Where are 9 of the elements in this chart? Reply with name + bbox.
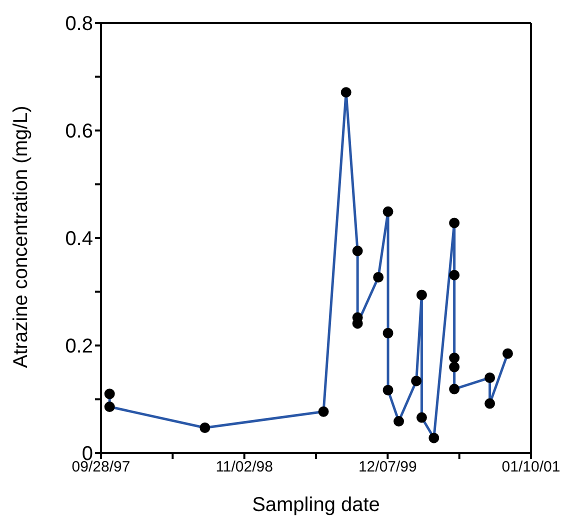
y-tick-label: 0.4 (65, 228, 93, 250)
x-tick-label: 12/07/99 (358, 458, 417, 476)
x-tick-label: 01/10/01 (502, 458, 560, 476)
y-tick-label: 0.6 (65, 120, 93, 143)
x-tick-label: 11/02/98 (216, 458, 273, 476)
y-tick-label: 0.8 (65, 13, 93, 36)
x-axis-title: Sampling date (252, 494, 380, 516)
y-axis-title: Atrazine concentration (mg/L) (10, 106, 32, 368)
y-tick-label: 0.2 (65, 336, 93, 358)
